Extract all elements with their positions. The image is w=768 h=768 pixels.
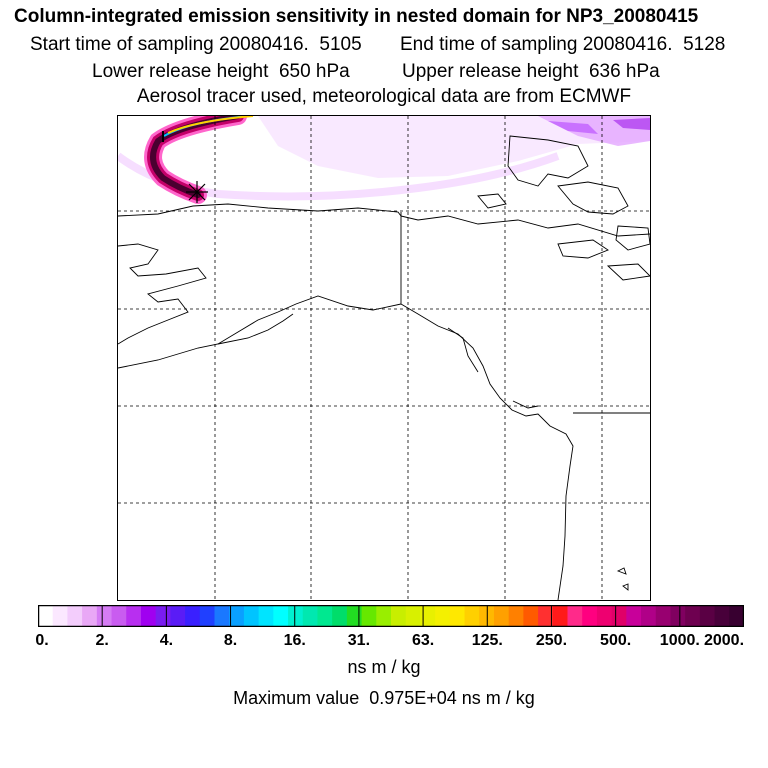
colorbar-segment	[596, 605, 613, 627]
colorbar-segment	[641, 605, 657, 627]
colorbar-segment	[258, 605, 274, 627]
colorbar-segment	[464, 605, 480, 627]
colorbar-tick-label: 63.	[411, 632, 435, 649]
colorbar-segment	[435, 605, 451, 627]
colorbar-segment	[111, 605, 127, 627]
end-time-label: End time of sampling 20080416. 5128	[400, 34, 726, 55]
colorbar-segment	[376, 605, 392, 627]
colorbar-segment	[170, 605, 186, 627]
colorbar-segment	[582, 605, 598, 627]
colorbar-segment	[38, 605, 54, 627]
colorbar-segment	[493, 605, 510, 627]
colorbar-segment	[420, 605, 436, 627]
release-location-marker	[186, 181, 208, 203]
start-time-label: Start time of sampling 20080416. 5105	[30, 34, 362, 55]
colorbar-segment	[523, 605, 539, 627]
colorbar-segment	[317, 605, 333, 627]
colorbar-segment	[699, 605, 716, 627]
colorbar-segment	[214, 605, 230, 627]
colorbar-border	[37, 604, 745, 628]
colorbar-segment	[243, 605, 260, 627]
colorbar-segment	[273, 605, 289, 627]
colorbar-segment	[67, 605, 83, 627]
colorbar-segment	[346, 605, 363, 627]
colorbar-tick-label: 125.	[471, 632, 503, 649]
colorbar-segment	[288, 605, 304, 627]
colorbar-segment	[567, 605, 583, 627]
colorbar-segment	[52, 605, 69, 627]
colorbar-segment	[82, 605, 98, 627]
upper-release-height-label: Upper release height 636 hPa	[402, 61, 660, 82]
colorbar-tick-label: 2.	[95, 632, 109, 649]
colorbar-segment	[685, 605, 701, 627]
colorbar-tick-label: 500.	[600, 632, 632, 649]
colorbar-tick-label: 1000.	[659, 632, 700, 649]
maximum-value-label: Maximum value 0.975E+04 ns m / kg	[233, 688, 535, 708]
colorbar-tick-label: 2000.	[703, 632, 745, 649]
colorbar-segment	[714, 605, 730, 627]
colorbar-segment	[538, 605, 554, 627]
colorbar-segment	[626, 605, 642, 627]
tracer-info-label: Aerosol tracer used, meteorological data…	[136, 86, 632, 107]
colorbar-segment	[508, 605, 524, 627]
colorbar-segment	[302, 605, 319, 627]
coastlines	[118, 135, 650, 600]
colorbar-segment	[552, 605, 569, 627]
colorbar-segment	[449, 605, 466, 627]
colorbar-tick-label: 250.	[535, 632, 568, 649]
colorbar-segment	[332, 605, 348, 627]
plume-trajectory	[144, 116, 254, 204]
colorbar	[37, 604, 745, 628]
plot-title: Column-integrated emission sensitivity i…	[14, 6, 699, 27]
colorbar-segment	[405, 605, 422, 627]
colorbar-segment	[199, 605, 216, 627]
colorbar-tick-label: 0.	[35, 632, 49, 649]
colorbar-segment	[96, 605, 113, 627]
colorbar-segment	[391, 605, 407, 627]
emission-sensitivity-map	[117, 115, 651, 601]
colorbar-segment	[611, 605, 627, 627]
colorbar-segment	[155, 605, 171, 627]
colorbar-tick-label: 8.	[223, 632, 238, 649]
colorbar-tick-label: 4.	[159, 632, 174, 649]
colorbar-segment	[185, 605, 201, 627]
colorbar-segment	[140, 605, 157, 627]
colorbar-segment	[655, 605, 672, 627]
colorbar-segment	[361, 605, 377, 627]
colorbar-segment	[126, 605, 142, 627]
colorbar-tick-label: 16.	[283, 632, 306, 649]
lower-release-height-label: Lower release height 650 hPa	[92, 61, 350, 82]
colorbar-tick-labels: 0. 2. 4. 8. 16. 31. 63. 125. 250. 500. 1000. 2000.	[0, 632, 768, 656]
colorbar-segment	[729, 605, 745, 627]
colorbar-tick-label: 31.	[347, 632, 371, 649]
colorbar-segment	[229, 605, 245, 627]
colorbar-segment	[670, 605, 686, 627]
colorbar-units-label: ns m / kg	[347, 657, 421, 677]
